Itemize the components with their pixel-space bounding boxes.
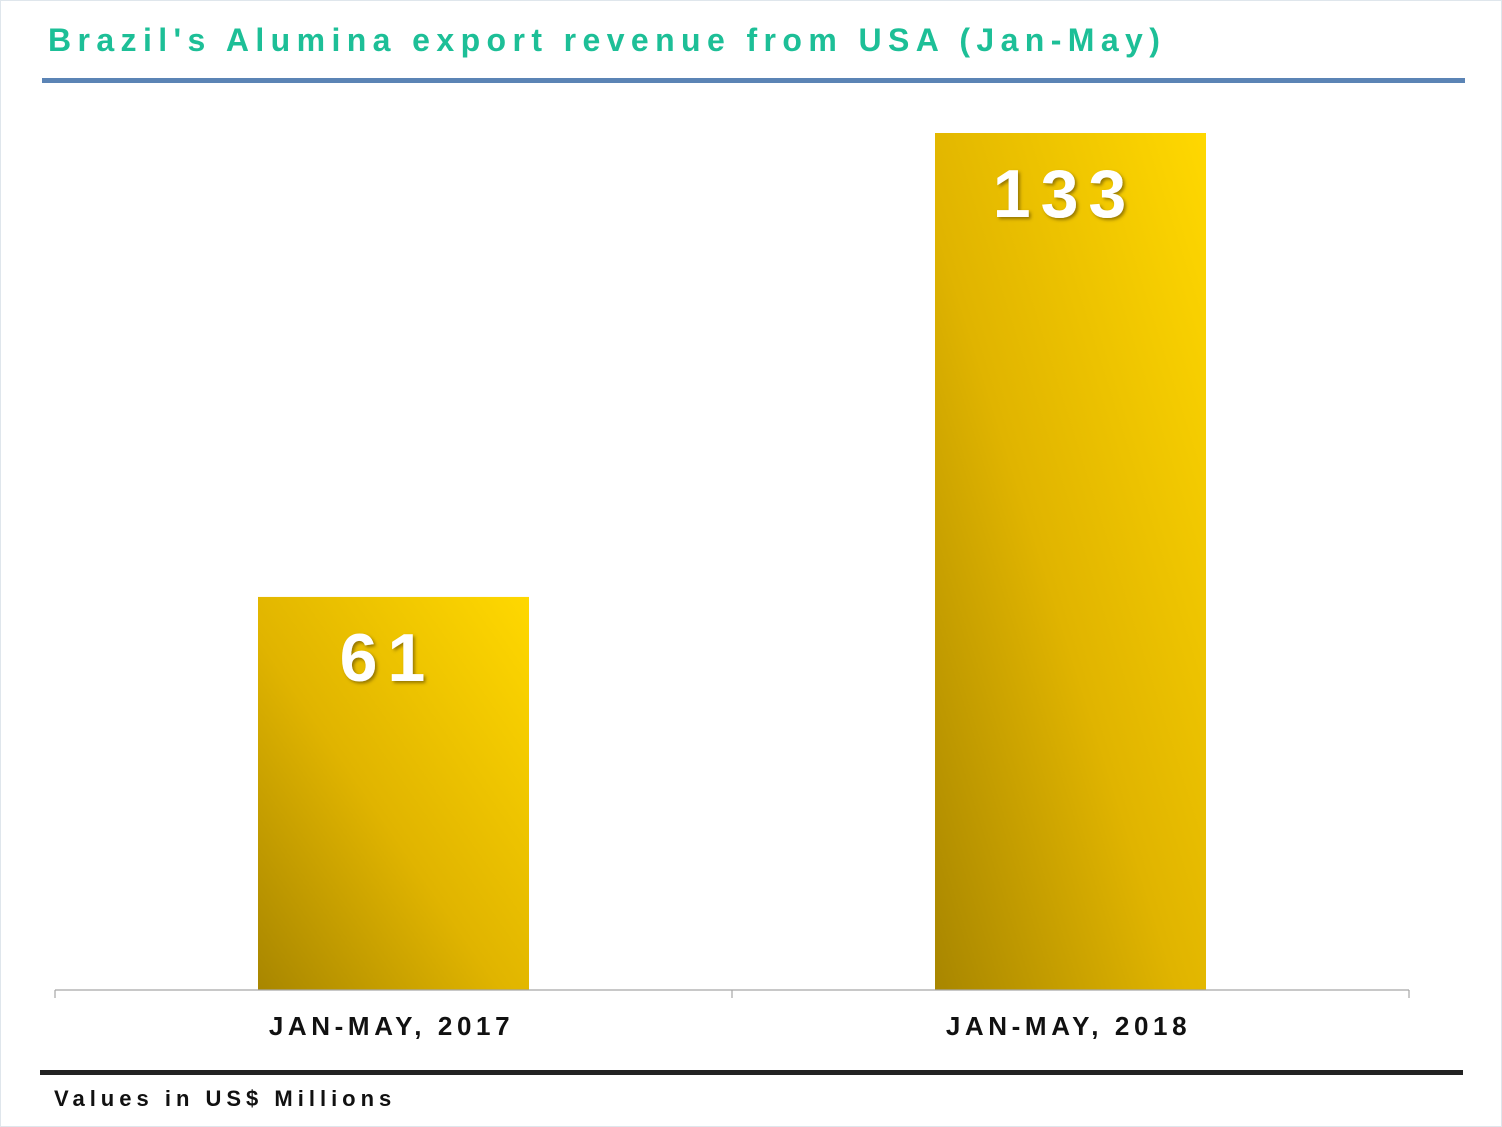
chart-title: Brazil's Alumina export revenue from USA… bbox=[48, 22, 1167, 58]
data-label-0: 61 bbox=[340, 620, 436, 696]
bar-0 bbox=[258, 596, 529, 990]
footer-divider bbox=[40, 1070, 1463, 1075]
bars-layer bbox=[258, 133, 1206, 990]
data-label-1: 133 bbox=[993, 156, 1136, 232]
labels-layer: 61 JAN-MAY, 2017 133 JAN-MAY, 2018 bbox=[269, 156, 1191, 1041]
x-axis bbox=[54, 989, 1410, 998]
bar-1 bbox=[935, 133, 1206, 990]
x-tick-label-1: JAN-MAY, 2018 bbox=[946, 1011, 1191, 1041]
title-divider bbox=[42, 78, 1465, 83]
units-note: Values in US$ Millions bbox=[54, 1086, 397, 1111]
x-tick-label-0: JAN-MAY, 2017 bbox=[269, 1011, 514, 1041]
